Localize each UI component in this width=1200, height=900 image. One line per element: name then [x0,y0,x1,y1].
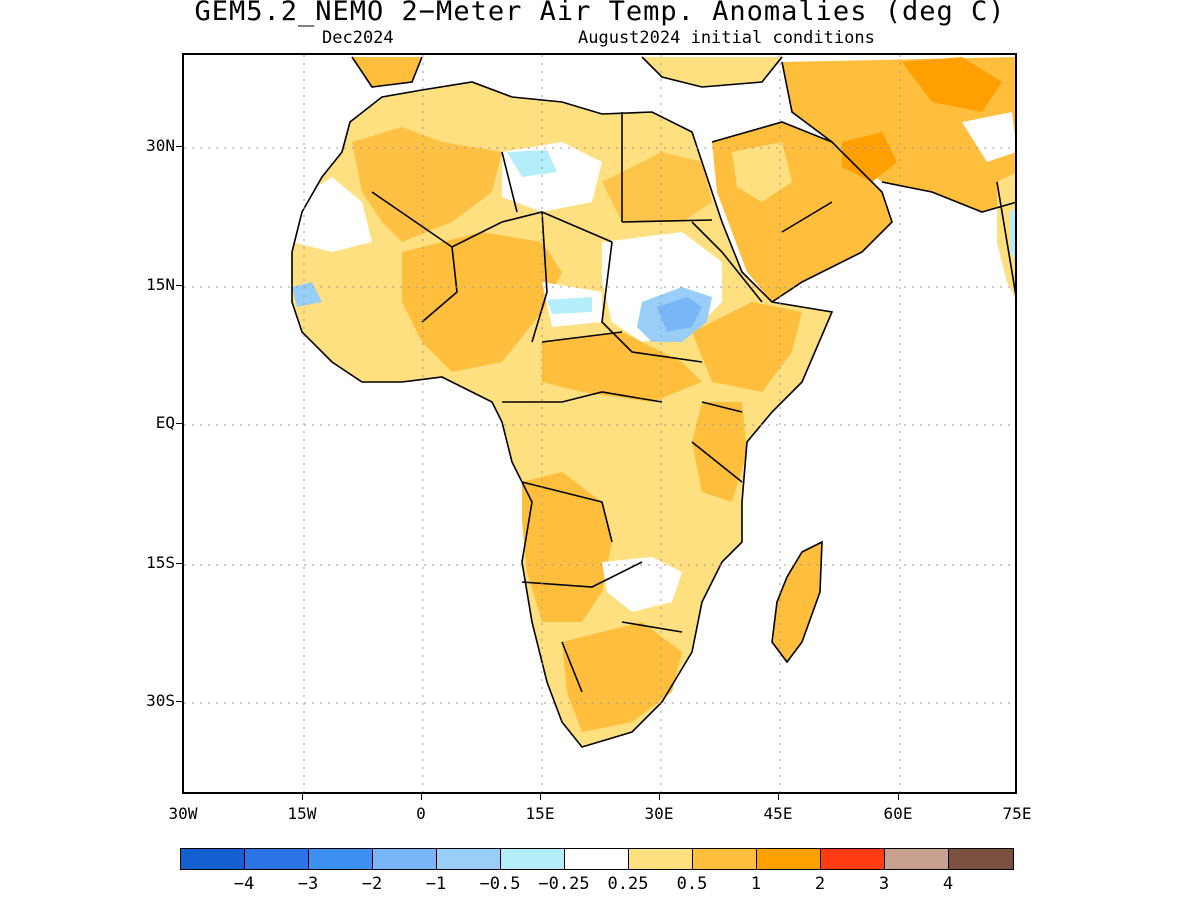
colorbar-swatch [501,849,565,869]
anomaly-patch [602,152,712,222]
coastlines-borders [291,56,1015,748]
colorbar-swatch [309,849,373,869]
southern-europe [642,57,782,87]
x-tick [540,793,541,800]
cool-anomaly-patch [1010,208,1015,260]
y-tick-label: 30N [146,136,175,155]
colorbar-swatch [245,849,309,869]
colorbar-swatch [373,849,437,869]
x-tick [659,793,660,800]
anomaly-patch [402,232,562,372]
cool-anomaly-patch [507,150,557,177]
cool-anomaly-patch [292,282,322,307]
madagascar [772,542,822,662]
colorbar-label: −1 [425,874,447,894]
x-tick [898,793,899,800]
colorbar-label: 0.25 [607,874,649,894]
near-zero-patch [602,557,682,612]
gridlines [184,55,1015,792]
y-tick [176,563,183,564]
colorbar-swatch [757,849,821,869]
colorbar-label: −0.5 [479,874,521,894]
anomaly-patch [902,57,1002,112]
anomaly-patch [842,132,897,182]
colorbar-swatch [949,849,1013,869]
x-tick [778,793,779,800]
colorbar-swatch [885,849,949,869]
anomaly-patch [352,127,502,242]
colorbar-label: 3 [878,874,890,894]
anomaly-patch [692,402,747,502]
x-tick-label: 75E [1002,804,1032,823]
colorbar-label: −0.25 [538,874,590,894]
colorbar-label: 1 [750,874,762,894]
x-tick [302,793,303,800]
colorbar [180,848,1014,870]
colorbar-label: −3 [297,874,319,894]
y-tick-label: 15N [146,275,175,294]
x-tick-label: 30E [644,804,674,823]
colorbar-label: 2 [814,874,826,894]
chart-title: GEM5.2_NEMO 2−Meter Air Temp. Anomalies … [194,0,1006,27]
anomaly-patch [732,142,792,202]
anomaly-patch [522,472,612,622]
x-tick-label: 0 [416,804,426,823]
cool-anomaly-patch [547,297,592,314]
cool-anomaly-patch [657,297,702,332]
colorbar-label: −4 [233,874,255,894]
initial-conditions-label: August2024 initial conditions [578,28,875,48]
y-tick [176,285,183,286]
southern-europe [352,57,422,87]
anomaly-patch [542,332,702,402]
x-tick-label: 15E [525,804,555,823]
x-tick-label: 45E [763,804,793,823]
anomaly-map [182,53,1017,794]
colorbar-swatch [181,849,245,869]
colorbar-label: 4 [942,874,954,894]
colorbar-swatch [693,849,757,869]
colorbar-label: 0.5 [676,874,708,894]
colorbar-swatch [821,849,885,869]
y-tick [176,146,183,147]
y-tick-label: 30S [146,691,175,710]
x-tick-label: 60E [883,804,913,823]
colorbar-label: −2 [361,874,383,894]
anomaly-patch [962,112,1015,162]
y-tick [176,701,183,702]
forecast-month: Dec2024 [322,28,394,48]
x-tick-label: 15W [287,804,317,823]
colorbar-swatch [565,849,629,869]
y-tick-label: 15S [146,553,175,572]
anomaly-patch [562,622,682,732]
y-tick [176,423,183,424]
x-tick [421,793,422,800]
anomaly-shading [292,57,1015,747]
anomaly-patch [692,302,802,392]
colorbar-swatch [437,849,501,869]
colorbar-swatch [629,849,693,869]
x-tick-label: 30W [168,804,198,823]
map-canvas [184,55,1015,792]
y-tick-label: EQ [155,413,175,432]
